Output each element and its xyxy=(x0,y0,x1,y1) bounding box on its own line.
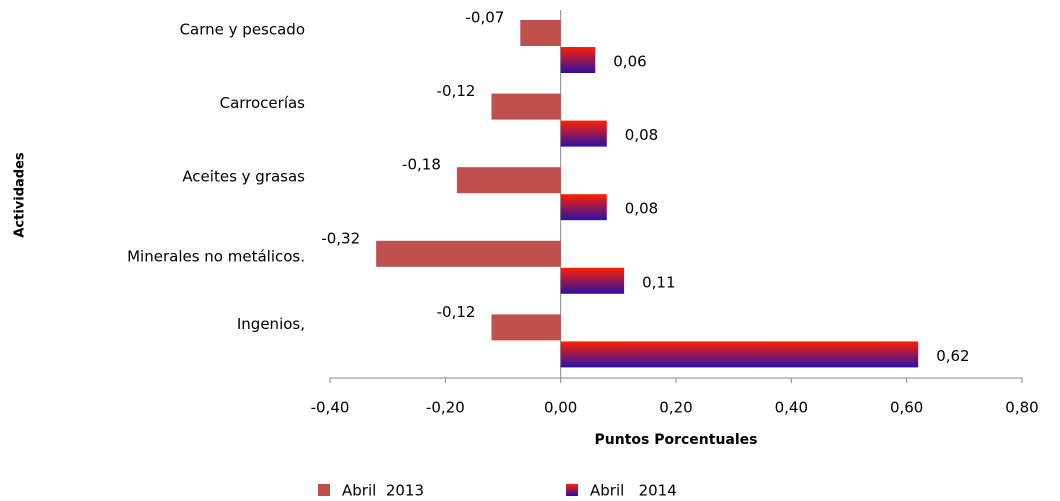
category-label: Aceites y grasas xyxy=(182,168,305,186)
x-tick-label: -0,20 xyxy=(426,399,465,417)
category-label: Carne y pescado xyxy=(180,21,305,39)
category-label: Ingenios, xyxy=(237,315,305,333)
category-label: Minerales no metálicos. xyxy=(127,247,305,265)
bar xyxy=(520,20,561,46)
bar xyxy=(560,267,625,294)
x-tick-label: 0,80 xyxy=(1005,399,1038,417)
y-axis-title: Actividades xyxy=(13,152,28,238)
x-tick-label: 0,40 xyxy=(775,399,808,417)
bar xyxy=(456,167,561,194)
value-label: -0,32 xyxy=(321,229,360,247)
value-label: -0,18 xyxy=(402,156,441,174)
value-label: 0,11 xyxy=(642,273,675,291)
value-label: -0,12 xyxy=(437,303,476,321)
legend-label: Abril 2014 xyxy=(590,482,677,500)
value-label: -0,07 xyxy=(465,9,504,27)
category-label: Carrocerías xyxy=(220,94,306,112)
value-label: 0,06 xyxy=(613,53,646,71)
bar xyxy=(560,341,919,368)
bar xyxy=(491,314,561,341)
value-label: 0,62 xyxy=(936,347,969,365)
legend-swatch xyxy=(566,484,578,496)
bar xyxy=(560,120,607,147)
bar xyxy=(376,240,561,267)
legend-label: Abril 2013 xyxy=(342,482,424,500)
x-tick-label: 0,20 xyxy=(659,399,692,417)
x-tick-label: 0,60 xyxy=(890,399,923,417)
x-axis-title: Puntos Porcentuales xyxy=(595,432,758,448)
bar xyxy=(560,47,596,73)
x-tick-label: -0,40 xyxy=(311,399,350,417)
bar xyxy=(560,194,607,221)
value-label: -0,12 xyxy=(437,82,476,100)
x-tick-label: 0,00 xyxy=(544,399,577,417)
bar xyxy=(491,93,561,120)
legend-swatch xyxy=(318,484,330,496)
value-label: 0,08 xyxy=(625,126,658,144)
value-label: 0,08 xyxy=(625,200,658,218)
